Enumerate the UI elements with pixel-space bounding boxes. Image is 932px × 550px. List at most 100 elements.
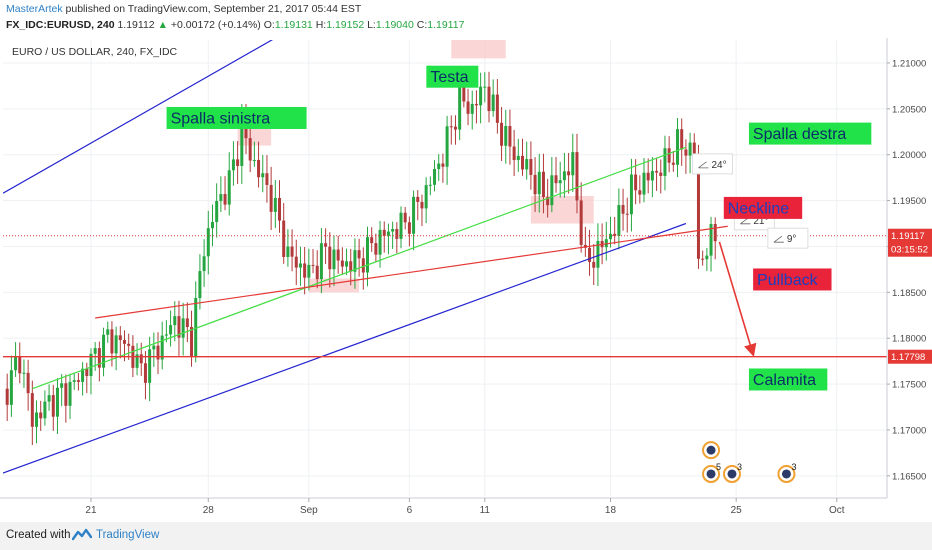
candle-body [713, 224, 717, 242]
candle-body [483, 86, 487, 88]
candle-body [114, 335, 118, 354]
symbol-label: FX_IDC:EURUSD, 240 [6, 19, 115, 31]
candle-body [453, 126, 457, 130]
candle-body [709, 224, 713, 256]
price-change: +0.00172 (+0.14%) [170, 19, 261, 31]
candle-body [110, 329, 114, 354]
candle-body [315, 265, 319, 280]
candle-body [273, 197, 277, 212]
candle-body [365, 237, 369, 273]
candle-body [269, 184, 273, 212]
event-flag-icon-inner [706, 445, 716, 455]
open-label: O: [263, 19, 275, 31]
tradingview-brand-link[interactable]: TradingView [96, 529, 160, 541]
candle-body [491, 94, 495, 112]
price-tick-label: 1.21000 [892, 58, 926, 69]
candle-body [571, 152, 575, 176]
candle-body [51, 395, 55, 417]
angle-label-box [767, 227, 809, 249]
candle-body [102, 334, 106, 368]
candle-body [202, 256, 206, 272]
candle-body [265, 173, 269, 185]
candle-body [688, 142, 692, 156]
close-value: 1.19117 [427, 19, 465, 31]
candle-body [558, 180, 562, 184]
candle-body [122, 340, 126, 344]
candle-body [290, 246, 294, 257]
event-badge [702, 441, 721, 460]
candle-body [504, 126, 508, 146]
candle-body [500, 122, 504, 146]
candle-body [575, 152, 579, 201]
candle-body [458, 86, 462, 130]
candle-body [22, 372, 26, 374]
candle-body [403, 212, 407, 223]
candle-body [391, 229, 395, 232]
channel-lower [3, 222, 687, 474]
candle-body [449, 126, 453, 128]
candle-body [340, 260, 344, 267]
price-tick-label: 1.18000 [892, 334, 926, 345]
candle-body [428, 184, 432, 186]
annotation-box [753, 268, 832, 291]
candle-body [282, 220, 286, 257]
close-label: C: [416, 19, 428, 31]
candle-body [416, 196, 420, 202]
event-flag-icon-inner [781, 469, 791, 479]
annotation-text: Pullback [757, 272, 818, 289]
annotation-label: Neckline [723, 196, 803, 219]
published-text: published on TradingView.com, September … [62, 3, 362, 15]
candle-body [579, 200, 583, 245]
candle-body [521, 155, 525, 170]
price-axis-bg [887, 38, 932, 522]
low-label: L: [367, 19, 376, 31]
candle-body [374, 243, 378, 255]
annotation-label: Calamita [748, 368, 828, 391]
candle-body [210, 222, 214, 229]
candle-body [495, 94, 499, 123]
candle-body [169, 325, 173, 335]
candle-body [550, 175, 554, 206]
candle-body [127, 343, 131, 346]
angle-icon [773, 235, 784, 243]
candle-body [240, 122, 244, 166]
candle-body [470, 103, 474, 114]
candle-body [676, 129, 680, 165]
time-tick-label: 25 [731, 505, 743, 516]
event-badge: 3 [777, 462, 796, 483]
created-with-label: Created with [6, 529, 71, 541]
price-tick-label: 1.17500 [892, 380, 926, 391]
high-label: H: [315, 19, 327, 31]
candle-body [562, 171, 566, 181]
time-tick-label: 6 [407, 505, 413, 516]
candle-body [30, 393, 34, 427]
candle-body [248, 138, 252, 161]
annotation-box [166, 106, 307, 129]
candle-body [164, 334, 168, 336]
candle-body [692, 142, 696, 154]
candle-body [35, 412, 39, 427]
candle-body [252, 159, 256, 161]
candles [5, 71, 717, 446]
candle-body [185, 318, 189, 328]
highlight-zone [451, 40, 506, 59]
event-flag-icon-inner [727, 469, 737, 479]
angle-value: 9° [787, 234, 797, 245]
candle-body [655, 170, 659, 173]
candle-body [336, 249, 340, 261]
candle-body [319, 243, 323, 280]
candle-body [433, 169, 437, 185]
high-value: 1.19152 [326, 19, 365, 31]
price-chart[interactable]: 24° 21° 9° Spalla sinistra Testa Spalla destr… [0, 38, 932, 522]
chart-title: EURO / US DOLLAR, 240, FX_IDC [12, 46, 178, 58]
author-link[interactable]: MasterArtek [6, 3, 63, 15]
candle-body [642, 172, 646, 195]
candle-body [26, 372, 30, 394]
candle-body [617, 205, 621, 236]
candle-body [181, 318, 185, 338]
candle-body [118, 335, 122, 341]
candle-body [156, 345, 160, 360]
candle-body [650, 170, 654, 181]
candle-body [370, 237, 374, 244]
time-tick-label: 11 [480, 505, 491, 516]
